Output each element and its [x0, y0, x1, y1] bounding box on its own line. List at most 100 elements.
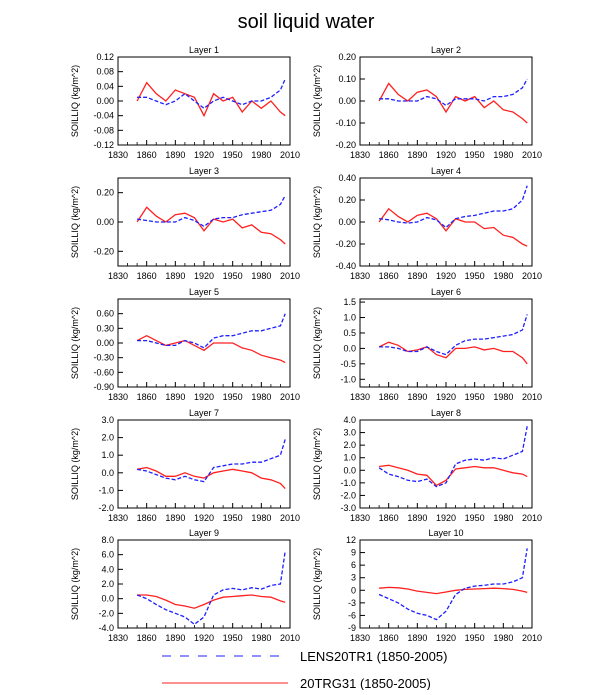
- x-tick-label: 1950: [223, 513, 243, 523]
- series-line-lens20tr1: [136, 439, 286, 483]
- y-tick-label: 0.40: [338, 173, 356, 183]
- y-tick-label: -0.04: [93, 111, 114, 121]
- y-tick-label: -1.0: [340, 374, 356, 384]
- x-tick-label: 1890: [407, 150, 427, 160]
- panel-layer-2: Layer 2 SOILLIQ (kg/m^2) 1830 1860 1890 1920 1…: [312, 45, 542, 160]
- x-tick-label: 2010: [280, 392, 300, 402]
- y-tick-label: 0.00: [96, 217, 114, 227]
- x-tick-label: 2010: [522, 150, 542, 160]
- x-tick-label: 1890: [407, 271, 427, 281]
- y-tick-label: 0: [351, 585, 356, 595]
- y-axis-label: SOILLIQ (kg/m^2): [70, 186, 80, 258]
- y-tick-label: -2.0: [98, 503, 114, 513]
- x-tick-label: 1860: [379, 271, 399, 281]
- panel-layer-7: Layer 7 SOILLIQ (kg/m^2) 1830 1860 1890 1920 1…: [70, 408, 300, 523]
- x-tick-label: 1920: [194, 513, 214, 523]
- y-tick-label: 0.00: [338, 217, 356, 227]
- plot-frame: [117, 298, 291, 388]
- y-tick-label: 4.0: [343, 415, 356, 425]
- x-tick-label: 2010: [522, 271, 542, 281]
- panel-layer-10: Layer 10 SOILLIQ (kg/m^2) 1830 1860 1890 1920…: [312, 528, 542, 643]
- plot-frame: [359, 419, 533, 509]
- y-axis-label: SOILLIQ (kg/m^2): [312, 186, 322, 258]
- x-tick-label: 1980: [251, 150, 271, 160]
- x-tick-label: 1920: [194, 150, 214, 160]
- y-tick-label: -0.08: [93, 125, 114, 135]
- y-axis-label: SOILLIQ (kg/m^2): [312, 428, 322, 500]
- y-axis-label: SOILLIQ (kg/m^2): [70, 548, 80, 620]
- x-tick-label: 1920: [436, 271, 456, 281]
- y-axis-label: SOILLIQ (kg/m^2): [312, 307, 322, 379]
- panel-title: Layer 5: [189, 287, 219, 297]
- x-tick-label: 1920: [436, 150, 456, 160]
- panel-layer-9: Layer 9 SOILLIQ (kg/m^2) 1830 1860 1890 1920 1…: [70, 528, 300, 643]
- legend: LENS20TR1 (1850-2005) 20TRG31 (1850-2005…: [162, 649, 447, 691]
- x-tick-label: 2010: [522, 633, 542, 643]
- x-tick-label: 1950: [223, 633, 243, 643]
- y-tick-label: 0.04: [96, 81, 114, 91]
- y-tick-label: -3.0: [340, 503, 356, 513]
- x-tick-label: 1830: [350, 513, 370, 523]
- x-tick-label: 1980: [493, 150, 513, 160]
- panel-layer-5: Layer 5 SOILLIQ (kg/m^2) 1830 1860 1890 1920 1…: [70, 287, 300, 402]
- x-tick-label: 1860: [379, 392, 399, 402]
- x-tick-label: 1980: [251, 271, 271, 281]
- panel-title: Layer 1: [189, 45, 219, 55]
- series-line-lens20tr1: [136, 550, 286, 626]
- x-tick-label: 1980: [251, 392, 271, 402]
- y-axis-label: SOILLIQ (kg/m^2): [70, 65, 80, 137]
- series-line-lens20tr1: [379, 314, 528, 356]
- y-tick-label: 0.20: [338, 52, 356, 62]
- y-tick-label: 2.0: [343, 440, 356, 450]
- x-tick-label: 1920: [436, 513, 456, 523]
- x-tick-label: 1920: [194, 392, 214, 402]
- y-tick-label: 12: [346, 535, 356, 545]
- plot-frame: [117, 177, 291, 267]
- series-line-20trg31: [137, 594, 286, 609]
- x-tick-label: 1920: [436, 392, 456, 402]
- x-tick-label: 1860: [137, 513, 157, 523]
- x-tick-label: 1890: [407, 513, 427, 523]
- y-tick-label: 0.60: [96, 309, 114, 319]
- x-tick-label: 1890: [407, 392, 427, 402]
- series-line-lens20tr1: [137, 313, 286, 349]
- panel-layer-3: Layer 3 SOILLIQ (kg/m^2) 1830 1860 1890 1920 1…: [70, 166, 300, 281]
- y-tick-label: 0.00: [96, 96, 114, 106]
- y-tick-label: -0.20: [93, 246, 114, 256]
- x-tick-label: 1830: [350, 271, 370, 281]
- x-tick-label: 1950: [223, 150, 243, 160]
- y-tick-label: 1.0: [101, 450, 114, 460]
- y-tick-label: 0.0: [101, 468, 114, 478]
- x-tick-label: 1830: [350, 392, 370, 402]
- y-tick-label: -9: [348, 623, 356, 633]
- x-tick-label: 1860: [137, 633, 157, 643]
- x-tick-label: 1980: [493, 633, 513, 643]
- y-axis-label: SOILLIQ (kg/m^2): [312, 548, 322, 620]
- plot-frame: [117, 539, 291, 629]
- y-tick-label: -2.0: [340, 490, 356, 500]
- y-tick-label: -2.0: [98, 608, 114, 618]
- plot-frame: [359, 56, 533, 146]
- y-tick-label: -1.0: [340, 478, 356, 488]
- series-line-lens20tr1: [378, 548, 528, 621]
- x-tick-label: 1980: [493, 513, 513, 523]
- x-tick-label: 1920: [436, 633, 456, 643]
- x-tick-label: 1920: [194, 271, 214, 281]
- panel-title: Layer 8: [431, 408, 461, 418]
- panel-title: Layer 2: [431, 45, 461, 55]
- x-tick-label: 1920: [194, 633, 214, 643]
- y-tick-label: 0.30: [96, 323, 114, 333]
- legend-label-20trg31: 20TRG31 (1850-2005): [300, 676, 431, 690]
- series-line-lens20tr1: [379, 78, 528, 107]
- x-tick-label: 1950: [465, 633, 485, 643]
- y-tick-label: -0.60: [93, 367, 114, 377]
- y-tick-label: 1.5: [343, 297, 356, 307]
- legend-label-lens20tr1: LENS20TR1 (1850-2005): [300, 649, 447, 664]
- y-tick-label: 3.0: [101, 415, 114, 425]
- x-tick-label: 1860: [379, 633, 399, 643]
- plot-frame: [117, 419, 291, 509]
- panel-title: Layer 7: [189, 408, 219, 418]
- y-tick-label: 0.08: [96, 67, 114, 77]
- y-tick-label: -0.90: [93, 382, 114, 392]
- x-tick-label: 2010: [280, 150, 300, 160]
